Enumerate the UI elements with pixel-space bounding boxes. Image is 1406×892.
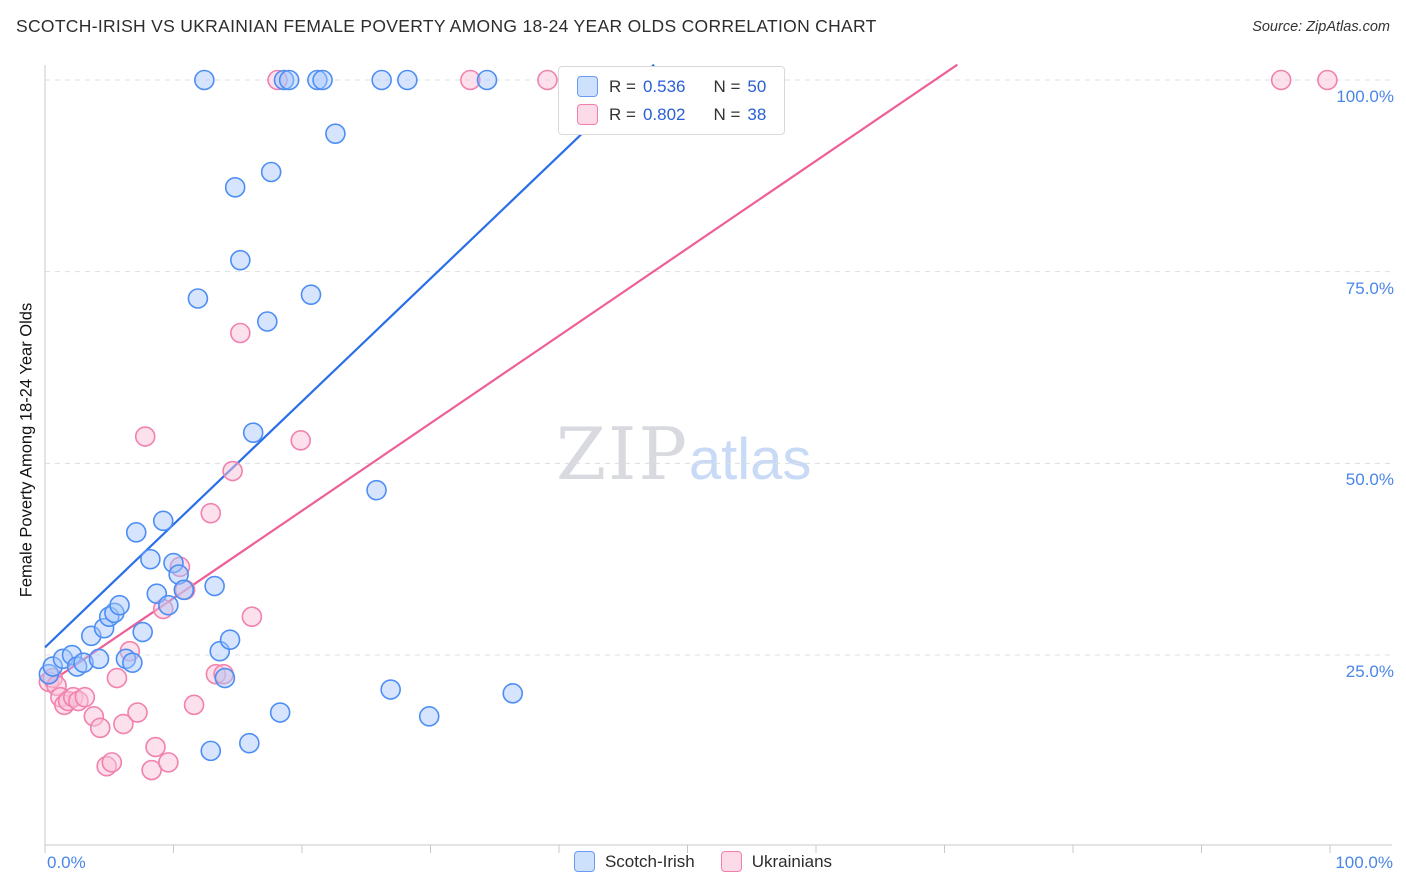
watermark-atlas-text: atlas <box>688 427 812 492</box>
r-label: R = <box>609 76 636 96</box>
bottom-legend-ukrainians-label: Ukrainians <box>751 851 833 871</box>
data-point-ukrainians <box>113 713 134 735</box>
bottom-legend: Scotch-Irish Ukrainians <box>0 851 1406 872</box>
data-point-scotch-irish <box>200 740 222 762</box>
x-axis-max-label: 100.0% <box>1335 853 1393 872</box>
watermark: ZIP atlas <box>556 418 811 490</box>
data-point-ukrainians <box>537 69 558 91</box>
data-point-scotch-irish <box>163 552 184 574</box>
data-point-scotch-irish <box>300 284 322 305</box>
data-point-scotch-irish <box>80 625 102 647</box>
data-point-scotch-irish <box>109 594 130 616</box>
data-point-scotch-irish <box>204 575 225 597</box>
data-point-scotch-irish <box>61 644 83 666</box>
data-point-scotch-irish <box>125 522 147 543</box>
data-point-scotch-irish <box>257 311 278 332</box>
data-point-scotch-irish <box>122 652 143 673</box>
data-point-ukrainians <box>134 426 156 447</box>
n-value-ukrainians: 38 <box>747 104 767 124</box>
data-point-scotch-irish <box>194 69 215 91</box>
data-point-scotch-irish <box>239 732 260 754</box>
data-point-ukrainians <box>145 736 166 758</box>
data-point-scotch-irish <box>132 621 153 643</box>
data-point-ukrainians <box>1317 69 1338 91</box>
data-point-scotch-irish <box>269 702 291 723</box>
ukrainians-swatch <box>720 851 742 872</box>
data-point-ukrainians <box>222 460 243 482</box>
n-label: N = <box>713 76 741 96</box>
r-label: R = <box>609 104 636 124</box>
data-point-scotch-irish <box>312 69 333 91</box>
data-point-scotch-irish <box>242 422 264 443</box>
data-point-scotch-irish <box>93 617 115 639</box>
data-point-ukrainians <box>230 322 251 344</box>
data-point-ukrainians <box>1270 69 1292 91</box>
data-point-scotch-irish <box>158 594 179 616</box>
trend-line-scotch-irish <box>44 63 655 649</box>
data-point-ukrainians <box>127 702 148 723</box>
data-point-scotch-irish <box>260 161 282 183</box>
y-tick-label: 75.0% <box>1345 278 1394 298</box>
data-point-scotch-irish <box>152 510 174 532</box>
data-point-ukrainians <box>106 667 128 689</box>
ukrainians-swatch <box>577 104 598 125</box>
data-point-scotch-irish <box>325 123 346 144</box>
bottom-legend-scotch-irish-label: Scotch-Irish <box>604 851 695 871</box>
data-point-scotch-irish <box>418 706 440 727</box>
data-point-scotch-irish <box>219 629 241 650</box>
legend-box: R = 0.536 N = 50 R = 0.802 N = 38 <box>558 66 786 135</box>
y-tick-label: 25.0% <box>1345 662 1394 682</box>
data-point-scotch-irish <box>42 656 64 677</box>
watermark-zip-text: ZIP <box>556 412 689 496</box>
bottom-legend-ukrainians: Ukrainians <box>720 851 833 872</box>
data-point-scotch-irish <box>88 648 110 670</box>
scotch-irish-swatch <box>573 851 595 872</box>
data-point-scotch-irish <box>397 69 418 91</box>
scotch-irish-swatch <box>577 76 598 97</box>
data-point-ukrainians <box>267 69 288 91</box>
source-link[interactable]: Source: ZipAtlas.com <box>1252 19 1390 35</box>
data-point-ukrainians <box>460 69 481 91</box>
data-point-scotch-irish <box>366 479 387 501</box>
data-point-ukrainians <box>158 752 179 773</box>
data-point-ukrainians <box>101 752 123 773</box>
trend-line-ukrainians <box>44 63 958 687</box>
legend-row-scotch-irish: R = 0.536 N = 50 <box>577 76 766 97</box>
data-point-scotch-irish <box>214 667 236 689</box>
data-point-ukrainians <box>290 430 312 451</box>
data-point-ukrainians <box>74 686 96 708</box>
data-point-scotch-irish <box>168 564 189 585</box>
data-point-scotch-irish <box>230 249 251 271</box>
data-point-ukrainians <box>141 759 162 781</box>
n-label: N = <box>713 104 741 124</box>
y-tick-label: 50.0% <box>1345 470 1394 490</box>
y-axis-title: Female Poverty Among 18-24 Year Olds <box>17 302 36 598</box>
data-point-scotch-irish <box>502 683 524 704</box>
data-point-scotch-irish <box>187 288 209 309</box>
data-point-scotch-irish <box>273 69 295 91</box>
r-value-scotch-irish: 0.536 <box>642 76 686 96</box>
data-point-ukrainians <box>200 502 222 524</box>
n-value-scotch-irish: 50 <box>747 76 767 96</box>
data-point-scotch-irish <box>140 548 161 570</box>
data-point-scotch-irish <box>278 69 300 91</box>
data-point-ukrainians <box>183 694 205 716</box>
x-axis-min-label: 0.0% <box>47 853 86 872</box>
r-value-ukrainians: 0.802 <box>642 104 686 124</box>
bottom-legend-scotch-irish: Scotch-Irish <box>573 851 695 872</box>
chart-title: SCOTCH-IRISH VS UKRAINIAN FEMALE POVERTY… <box>16 16 877 36</box>
data-point-scotch-irish <box>380 679 401 700</box>
data-point-scotch-irish <box>476 69 498 91</box>
data-point-ukrainians <box>241 606 263 627</box>
data-point-ukrainians <box>89 717 111 739</box>
data-point-scotch-irish <box>224 177 246 198</box>
data-point-scotch-irish <box>173 579 195 601</box>
data-point-scotch-irish <box>371 69 392 91</box>
data-point-scotch-irish <box>307 69 328 91</box>
legend-row-ukrainians: R = 0.802 N = 38 <box>577 104 766 125</box>
y-tick-label: 100.0% <box>1336 87 1394 106</box>
data-point-scotch-irish <box>73 652 94 673</box>
